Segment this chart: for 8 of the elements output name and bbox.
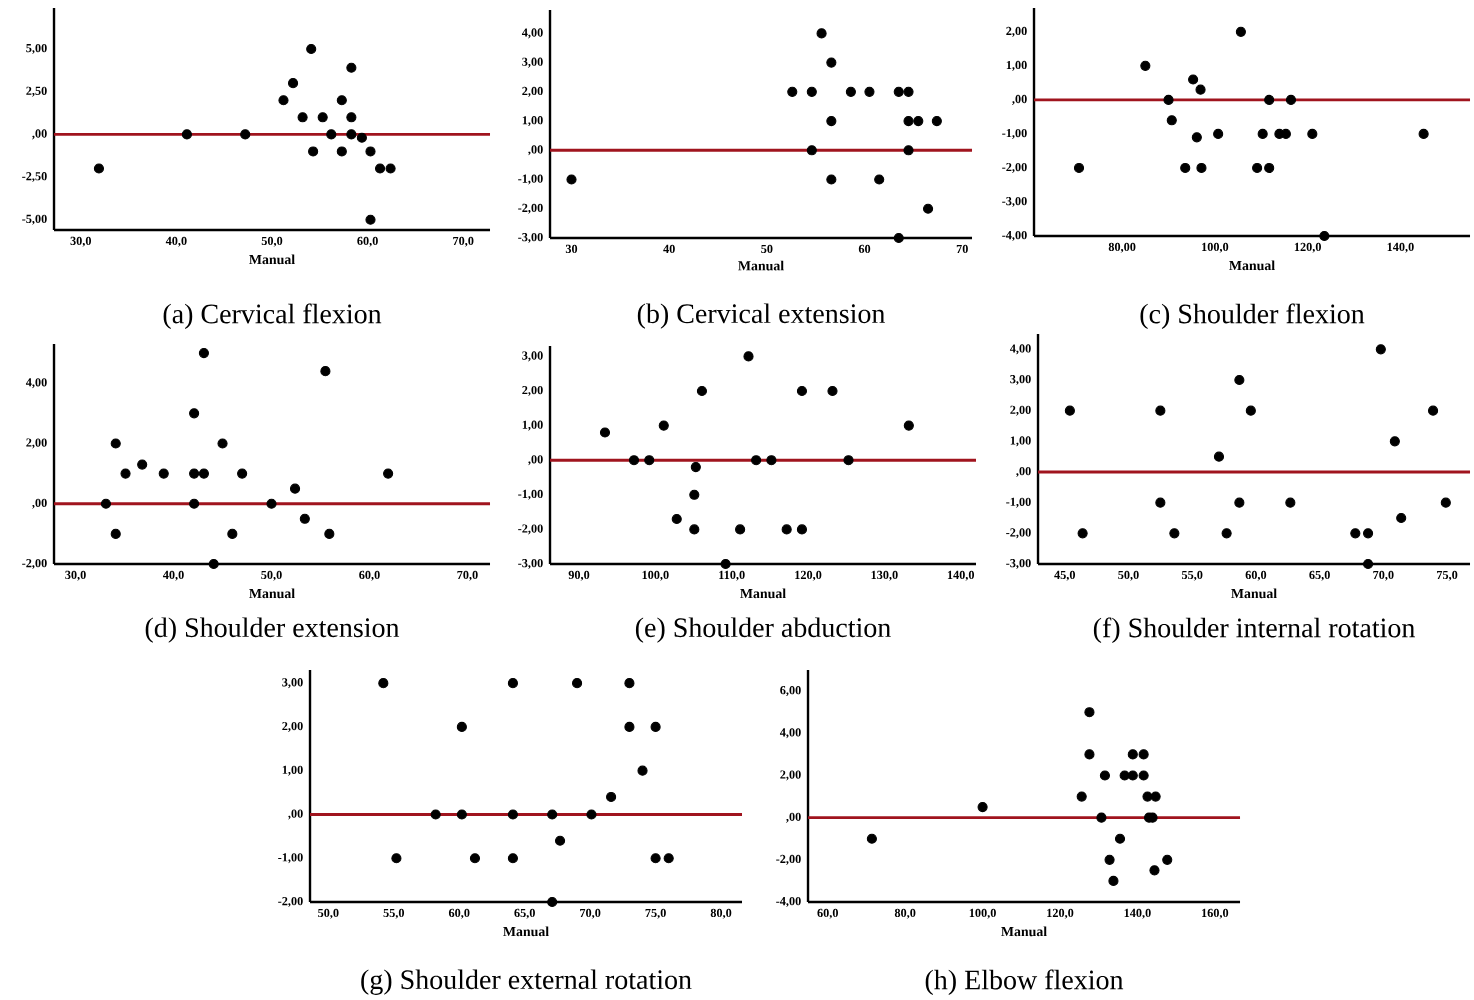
text: (f) Shoulder internal rotation (1093, 617, 1415, 644)
text: (a) Cervical flexion (163, 303, 382, 330)
text: (h) Elbow flexion (925, 969, 1124, 996)
text: (e) Shoulder abduction (635, 617, 891, 643)
text: (c) Shoulder flexion (1140, 303, 1365, 330)
text: (b) Cervical extension (637, 303, 885, 329)
text: (d) Shoulder extension (145, 617, 400, 643)
text: (g) Shoulder external rotation (361, 969, 692, 995)
